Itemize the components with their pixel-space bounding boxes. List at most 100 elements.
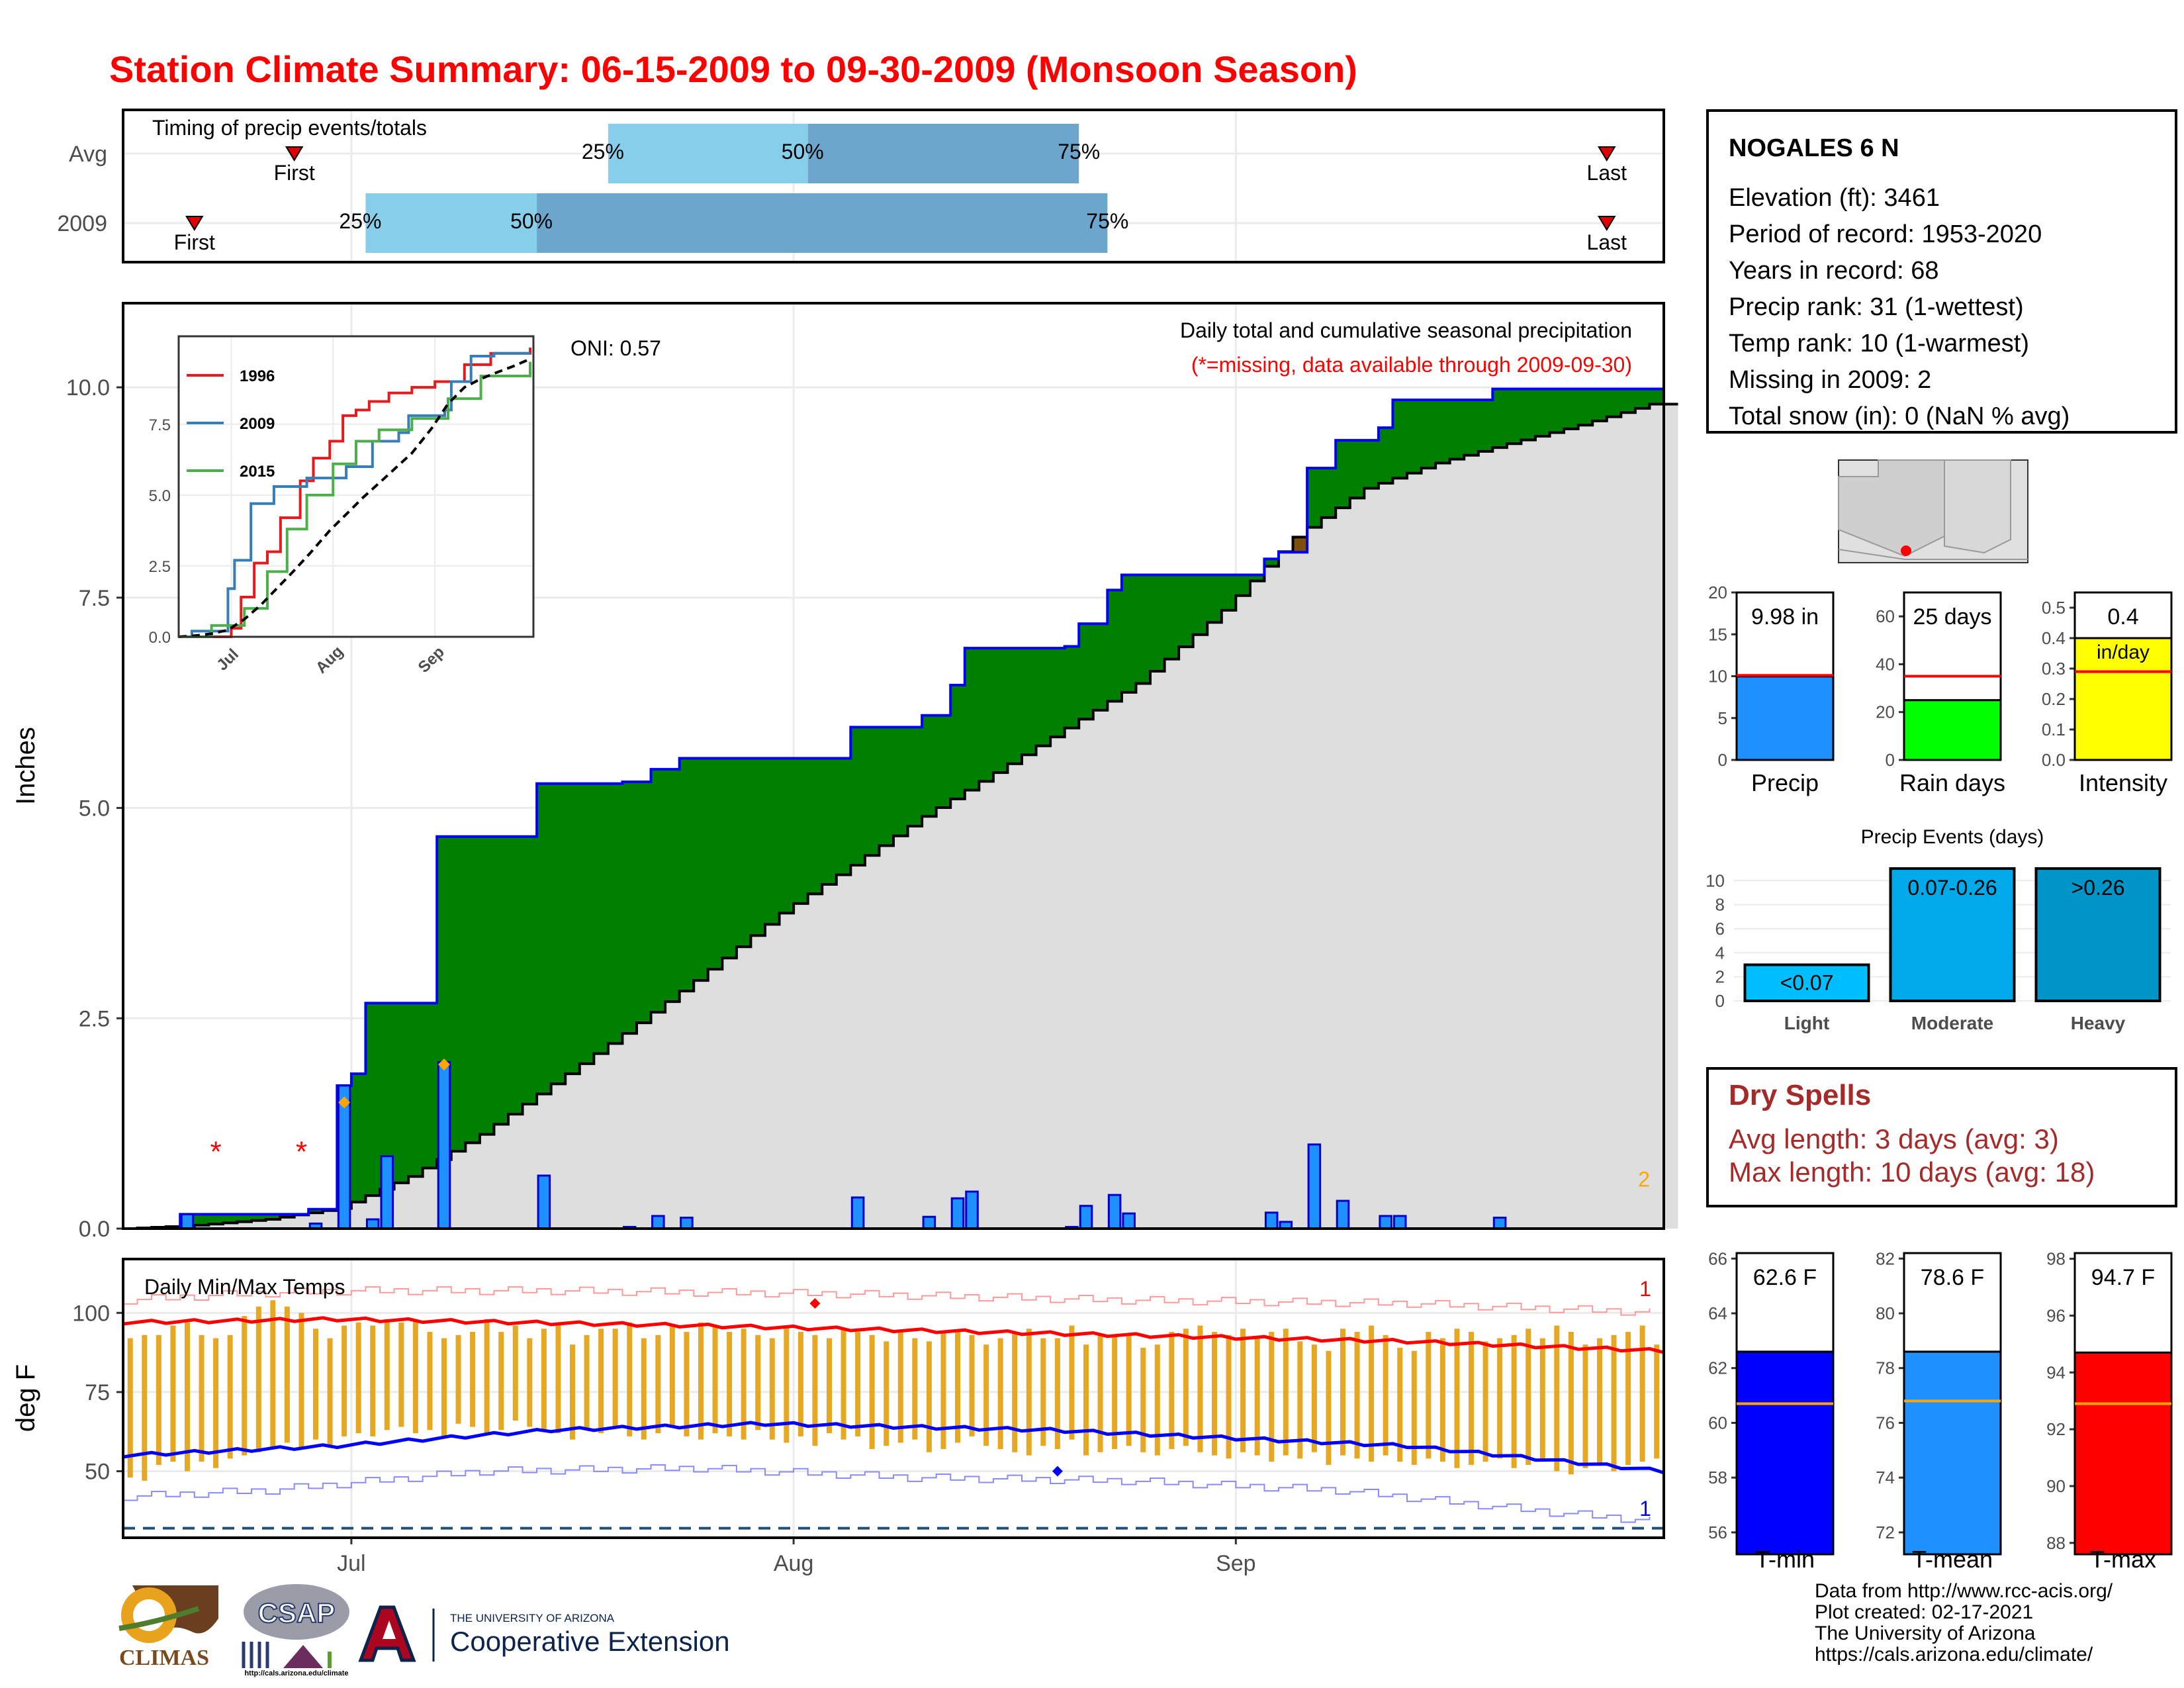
precip-events-bar-label: 0.07-0.26 <box>1907 876 1997 900</box>
summary-bar-frame <box>2073 591 2173 639</box>
daily-temp-bar <box>1140 1347 1146 1452</box>
daily-temp-bar <box>1568 1332 1574 1475</box>
temp-title: Daily Min/Max Temps <box>144 1275 345 1299</box>
daily-temp-bar <box>341 1325 347 1436</box>
summary-bar <box>1735 1350 1835 1556</box>
daily-temp-bar <box>1639 1325 1645 1462</box>
summary-ytick-label: 0.0 <box>2042 750 2066 770</box>
climas-logo: CLIMAS <box>118 1585 218 1670</box>
temp-count-top: 1 <box>1639 1277 1651 1301</box>
summary-panel-label: Rain days <box>1899 769 2005 796</box>
daily-temp-bar <box>1554 1325 1560 1472</box>
summary-ytick-label: 0.5 <box>2042 598 2066 618</box>
daily-temp-bar <box>812 1335 818 1446</box>
daily-temp-bar <box>712 1325 718 1434</box>
summary-panel-label: T-max <box>2090 1546 2156 1573</box>
daily-temp-bar <box>498 1332 504 1430</box>
dry-spells-avg: Avg length: 3 days (avg: 3) <box>1729 1123 2059 1154</box>
missing-day-marker: * <box>210 1136 222 1168</box>
station-temp-rank: Temp rank: 10 (1-warmest) <box>1729 330 2030 357</box>
daily-temp-bar <box>370 1325 376 1436</box>
daily-temp-bar <box>1326 1350 1332 1465</box>
daily-precip-bar <box>1392 1215 1407 1230</box>
summary-ytick-label: 72 <box>1876 1523 1895 1542</box>
temp-ytick-label: 75 <box>85 1380 110 1405</box>
avg-cumulative-line <box>123 402 1678 1230</box>
temp-count-bottom: 1 <box>1639 1497 1651 1521</box>
daily-temp-bar <box>1354 1332 1360 1459</box>
dry-spells-box: Dry Spells Avg length: 3 days (avg: 3) M… <box>1706 1067 2177 1207</box>
daily-precip-bar <box>437 1060 451 1230</box>
summary-ytick-label: 10 <box>1708 667 1727 686</box>
precip-ytick-label: 10.0 <box>66 375 110 400</box>
timing-bar-50-75 <box>807 124 1079 183</box>
summary-bar <box>2073 637 2173 761</box>
credit-url: https://cals.arizona.edu/climate/ <box>1815 1644 2093 1665</box>
summary-ytick-label: 96 <box>2046 1305 2066 1325</box>
daily-temp-bar <box>1411 1350 1417 1465</box>
precip-ytick-label: 5.0 <box>79 796 110 821</box>
inset-bg <box>179 336 533 637</box>
avg-tmax-line <box>122 1316 1664 1354</box>
precip-events-title: Precip Events (days) <box>1861 826 2044 848</box>
missing-count: 2 <box>1638 1167 1650 1191</box>
location-map <box>1838 459 2028 563</box>
precip-events-category: Light <box>1784 1013 1829 1033</box>
inset-legend-label: 2009 <box>240 415 275 433</box>
inset-ytick-label: 5.0 <box>149 487 171 505</box>
summary-ytick-label: 66 <box>1708 1248 1727 1268</box>
daily-temp-bar <box>897 1332 903 1443</box>
daily-temp-bar <box>1439 1338 1445 1462</box>
daily-temp-bar <box>684 1332 690 1436</box>
daily-temp-bar <box>1369 1325 1375 1462</box>
map-border <box>1838 549 2028 560</box>
daily-temp-bar <box>741 1329 747 1440</box>
temp-xtick-label: Aug <box>774 1551 814 1576</box>
daily-temp-bar <box>1397 1347 1403 1462</box>
daily-temp-bar <box>270 1300 276 1450</box>
daily-precip-bar <box>680 1216 694 1230</box>
daily-temp-bar <box>1582 1344 1588 1468</box>
daily-temp-bar <box>841 1329 846 1440</box>
ua-extension: Cooperative Extension <box>450 1626 730 1657</box>
missing-day-marker: * <box>296 1136 307 1168</box>
summary-ytick-label: 74 <box>1876 1468 1895 1487</box>
summary-ytick-label: 0 <box>1886 750 1895 770</box>
timing-last-label: Last <box>1587 161 1627 185</box>
daily-precip-bar <box>965 1190 979 1230</box>
daily-temp-bar <box>412 1319 418 1434</box>
daily-temp-bar <box>527 1338 533 1427</box>
daily-temp-bar <box>1383 1335 1388 1456</box>
inset-average-line <box>178 357 531 638</box>
daily-temp-bar <box>570 1344 575 1440</box>
station-period: Period of record: 1953-2020 <box>1729 220 2042 248</box>
timing-q25-label: 25% <box>582 140 624 164</box>
daily-temp-bar <box>997 1338 1003 1450</box>
daily-temp-bar <box>284 1306 290 1443</box>
daily-temp-bar <box>598 1329 604 1434</box>
daily-temp-bar <box>1426 1332 1432 1459</box>
timing-q50-label: 50% <box>510 209 553 233</box>
ua-logo: THE UNIVERSITY OF ARIZONA Cooperative Ex… <box>358 1605 730 1662</box>
temp-ytick-label: 100 <box>72 1301 110 1326</box>
station-location-dot <box>1901 545 1911 556</box>
daily-temp-bar <box>940 1332 946 1450</box>
daily-temp-bar <box>1083 1344 1089 1456</box>
daily-temp-bar <box>142 1335 148 1481</box>
daily-temp-bar <box>698 1322 704 1440</box>
daily-temp-bar <box>1525 1329 1531 1465</box>
summary-ytick-label: 0.4 <box>2042 628 2066 648</box>
summary-ytick-label: 20 <box>1876 702 1895 722</box>
cumulative-2009-line <box>123 387 1664 1230</box>
daily-precip-bar <box>651 1215 665 1230</box>
daily-precip-bar <box>1492 1216 1507 1230</box>
temp-xtick-label: Jul <box>337 1551 365 1576</box>
summary-value-unit: in/day <box>2097 641 2150 663</box>
daily-temp-bar <box>912 1338 918 1440</box>
daily-temp-bar <box>669 1325 675 1427</box>
record-low-marker <box>1052 1466 1063 1477</box>
temp-xtick-label: Sep <box>1216 1551 1256 1576</box>
daily-temp-bar <box>242 1316 248 1456</box>
daily-temp-bar <box>1040 1338 1046 1446</box>
daily-record-marker <box>338 1096 351 1109</box>
